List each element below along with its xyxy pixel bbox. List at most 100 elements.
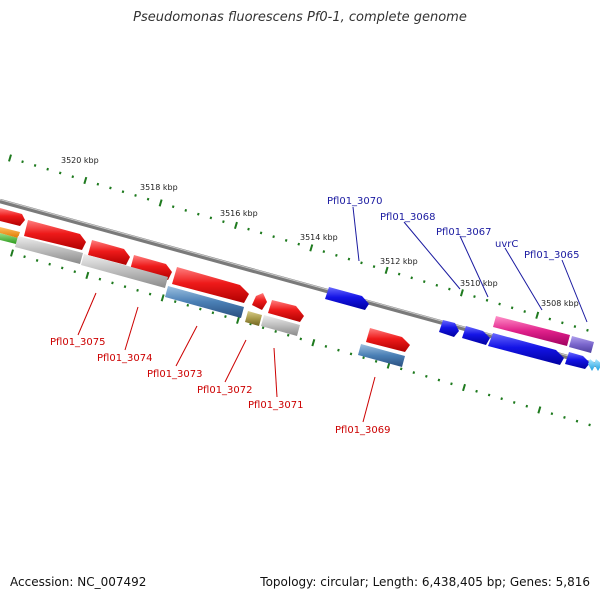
ruler-inner-minor-tick	[437, 378, 441, 382]
ruler-outer-minor-tick	[222, 220, 225, 224]
ruler-outer-minor-tick	[247, 227, 250, 231]
ruler-inner-minor-tick	[324, 344, 328, 348]
leader-3065	[561, 259, 588, 323]
ruler-outer-major-tick	[8, 154, 12, 162]
gene-arrow-red-3	[88, 240, 130, 265]
ruler-inner-minor-tick	[588, 423, 591, 427]
ruler-inner-minor-tick	[500, 397, 503, 401]
reverse-strand-genes[interactable]	[325, 287, 600, 371]
ruler-label-3516: 3516 kbp	[220, 209, 258, 218]
gene-arrow-cyan-2	[594, 359, 600, 371]
forward-strand-genes[interactable]	[0, 208, 410, 352]
gene-label-Pfl01_3073: Pfl01_3073	[147, 369, 203, 380]
feature-gray-block-3	[261, 315, 300, 336]
ruler-outer-minor-tick	[548, 317, 552, 321]
leader-3069	[362, 376, 376, 423]
ruler-inner-minor-tick	[487, 393, 491, 397]
ruler-inner-minor-tick	[274, 330, 277, 333]
length-label: Length:	[372, 575, 419, 589]
ruler-outer-major-tick	[234, 221, 238, 230]
leader-uvrC	[504, 247, 543, 311]
gene-arrow-cyan-1	[588, 359, 596, 371]
ruler-outer-minor-tick	[523, 310, 526, 313]
ruler-outer-minor-tick	[410, 276, 414, 280]
gene-label-Pfl01_3071: Pfl01_3071	[248, 400, 304, 411]
ruler-inner-minor-tick	[299, 337, 303, 341]
ruler-inner-minor-tick	[173, 300, 177, 304]
rna-features[interactable]	[493, 316, 594, 353]
ruler-inner-minor-tick	[512, 401, 516, 404]
leader-3075	[77, 292, 97, 336]
gene-arrow-red-5	[172, 267, 249, 303]
ruler-inner-minor-tick	[525, 404, 529, 408]
ruler-outer-minor-tick	[397, 272, 401, 276]
gene-label-Pfl01_3065: Pfl01_3065	[524, 250, 580, 261]
gene-arrow-red-2	[24, 220, 86, 250]
ruler-inner-minor-tick	[475, 389, 478, 393]
accession-value: NC_007492	[77, 575, 147, 589]
ruler-inner-major-tick	[160, 294, 165, 302]
gene-label-Pfl01_3070: Pfl01_3070	[327, 196, 383, 207]
ruler-label-3512: 3512 kbp	[380, 257, 418, 266]
gene-labels-top[interactable]: Pfl01_3070 Pfl01_3068 Pfl01_3067 uvrC Pf…	[327, 196, 580, 261]
ruler-label-3508: 3508 kbp	[541, 299, 579, 308]
ruler-outer-minor-tick	[322, 250, 326, 254]
ruler-outer-minor-tick	[448, 287, 451, 291]
ruler-inner-major-tick	[10, 249, 14, 257]
leader-3067	[459, 235, 489, 298]
ruler-outer-minor-tick	[121, 190, 125, 194]
feature-gray-block-1	[15, 236, 83, 264]
ruler-outer-major-tick	[459, 289, 464, 297]
ruler-outer-major-tick	[535, 311, 540, 319]
ruler-outer-minor-tick	[71, 175, 75, 179]
gene-arrow-blue-2	[462, 326, 490, 345]
ruler-inner-minor-tick	[224, 315, 227, 318]
ruler-inner-minor-tick	[98, 277, 102, 281]
leader-3071	[273, 347, 278, 398]
ruler-outer-minor-tick	[196, 212, 200, 216]
length-value: 6,438,405 bp;	[421, 575, 507, 589]
feature-olive-block	[245, 311, 262, 326]
ruler-outer-major-tick	[158, 199, 163, 207]
feature-pink-block	[493, 316, 570, 346]
ruler-outer-minor-tick	[372, 265, 376, 269]
ruler-inner-minor-tick	[60, 266, 64, 270]
ruler-outer-minor-tick	[259, 231, 263, 235]
ruler-outer-minor-tick	[96, 182, 100, 186]
ruler-outer-minor-tick	[435, 283, 439, 287]
ruler-outer-major-tick	[309, 244, 314, 252]
ruler-inner-minor-tick	[148, 292, 152, 296]
leader-3072	[224, 339, 247, 383]
ruler-inner-minor-tick	[123, 285, 127, 289]
ruler-inner-track	[10, 249, 591, 427]
ruler-outer-major-tick	[384, 266, 389, 274]
ruler-outer-minor-tick	[561, 321, 564, 325]
ruler-outer-minor-tick	[272, 235, 275, 239]
ruler-inner-minor-tick	[337, 348, 340, 352]
gene-arrow-blue-3	[565, 352, 590, 369]
features-left-edge	[0, 227, 20, 244]
ruler-outer-minor-tick	[485, 298, 489, 302]
gene-label-Pfl01_3069: Pfl01_3069	[335, 425, 391, 436]
gene-label-Pfl01_3067: Pfl01_3067	[436, 227, 492, 238]
ruler-inner-minor-tick	[399, 367, 403, 371]
ruler-label-3510: 3510 kbp	[460, 279, 498, 288]
ruler-outer-minor-tick	[184, 208, 188, 212]
topology-value: circular;	[320, 575, 369, 589]
ruler-outer-minor-tick	[171, 205, 175, 209]
lower-track-features[interactable]	[15, 236, 405, 367]
ruler-inner-minor-tick	[425, 374, 428, 378]
genes-label: Genes:	[509, 575, 552, 589]
ruler-outer-minor-tick	[586, 328, 589, 332]
topology-label: Topology:	[260, 575, 317, 589]
gene-arrow-blue-3070	[325, 287, 369, 310]
gene-labels-bottom[interactable]: Pfl01_3075 Pfl01_3074 Pfl01_3073 Pfl01_3…	[50, 337, 391, 436]
gene-arrow-red-1	[0, 208, 25, 226]
ruler-label-3520: 3520 kbp	[61, 156, 99, 165]
ruler-inner-major-tick	[462, 383, 466, 392]
ruler-inner-major-tick	[85, 271, 90, 280]
feature-purple-block	[569, 336, 594, 353]
ruler-inner-minor-tick	[186, 303, 190, 307]
ruler-inner-minor-tick	[412, 371, 416, 375]
